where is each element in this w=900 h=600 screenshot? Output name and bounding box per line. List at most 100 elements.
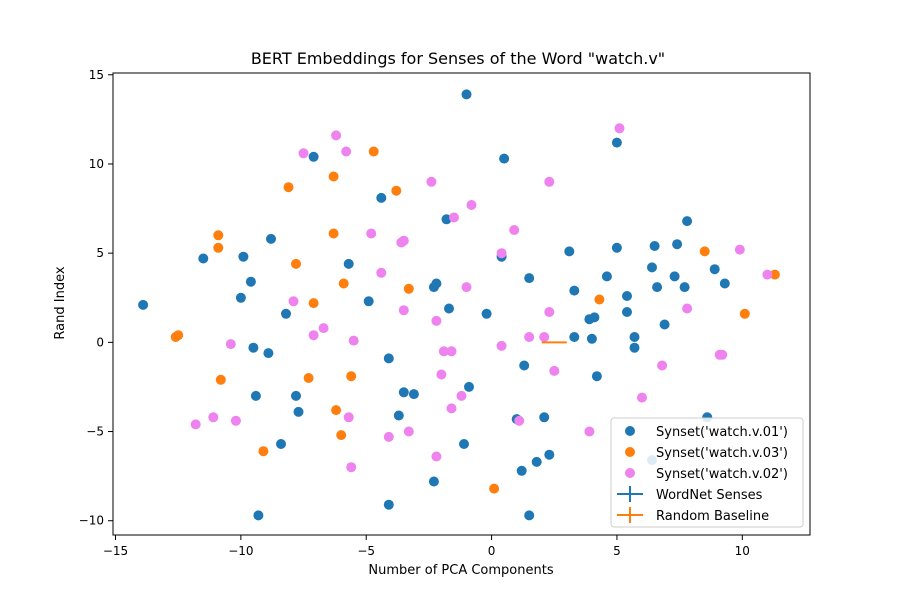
scatter-point [544,176,555,187]
scatter-point [308,330,319,341]
x-tick-label: 10 [735,544,750,558]
scatter-point [539,332,550,342]
scatter-point [461,282,472,293]
x-tick-label: 0 [488,544,496,558]
scatter-point [717,349,728,360]
scatter-point [341,146,352,157]
scatter-point [431,278,442,289]
y-tick-label: 0 [96,335,104,349]
scatter-point [584,426,595,437]
scatter-point [647,262,657,273]
scatter-point [408,389,419,400]
scatter-point [291,258,301,269]
scatter-point [346,371,357,382]
chart-title: BERT Embeddings for Senses of the Word "… [251,49,665,68]
legend-label: Synset('watch.v.02') [656,467,788,482]
legend-label: Random Baseline [656,509,769,524]
scatter-point [438,346,449,357]
scatter-point [331,405,342,416]
scatter-point [539,412,550,423]
scatter-point [363,296,374,307]
scatter-point [524,332,535,342]
scatter-point [431,451,442,462]
scatter-point [263,348,274,359]
scatter-point [403,283,414,294]
scatter-point [245,276,256,287]
scatter-point [235,292,246,303]
legend-marker [625,447,635,457]
scatter-point [230,415,241,426]
scatter-point [343,258,354,269]
scatter-point [449,212,459,223]
scatter-point [276,439,286,449]
y-tick-label: −10 [79,514,104,528]
scatter-point [346,462,357,473]
scatter-point [466,200,477,210]
plot-area [138,89,780,521]
scatter-point [238,251,249,262]
scatter-point [594,294,605,305]
scatter-point [659,319,670,330]
legend-marker [625,468,635,478]
scatter-point [208,412,219,423]
scatter-point [266,233,276,244]
scatter-point [398,235,409,246]
scatter-point [383,353,394,364]
scatter-point [308,298,319,309]
scatter-point [652,282,663,293]
scatter-point [544,307,555,317]
axes: −15 −10 −5 0 5 10 −10 −5 0 5 10 15 [79,68,750,558]
scatter-point [762,269,773,280]
series-group [170,146,780,494]
scatter-point [281,308,291,319]
scatter-point [589,312,600,323]
scatter-point [769,269,780,280]
scatter-point [464,381,474,392]
scatter-point [376,192,387,203]
legend-label: Synset('watch.v.03') [656,446,788,461]
scatter-point [138,299,149,310]
scatter-point [366,228,377,239]
scatter-point [444,303,454,314]
scatter-point [456,390,467,401]
scatter-point [586,333,597,344]
y-tick-label: 10 [89,157,104,171]
scatter-point [699,246,710,257]
scatter-point [431,315,442,326]
scatter-point [303,373,314,383]
scatter-point [569,285,580,296]
scatter-point [428,476,439,487]
scatter-point [253,510,264,521]
scatter-point [318,323,329,334]
scatter-point [368,146,379,157]
legend: Synset('watch.v.01') Synset('watch.v.03')… [610,417,804,528]
scatter-point [672,239,683,250]
scatter-point [629,332,640,342]
legend-marker [625,426,635,436]
scatter-point [649,241,660,251]
scatter-point [461,89,472,100]
scatter-point [436,369,447,380]
scatter-point [459,439,469,449]
scatter-point [614,123,625,134]
scatter-point [213,242,224,253]
x-tick-label: −5 [357,544,375,558]
scatter-point [338,278,349,289]
y-tick-label: 5 [96,246,104,260]
scatter-point [328,228,339,239]
scatter-point [331,130,342,141]
scatter-point [308,151,319,162]
scatter-point [489,483,500,494]
scatter-point [383,431,394,442]
x-tick-label: 5 [613,544,621,558]
scatter-point [446,346,457,357]
scatter-point [298,148,309,159]
scatter-point [258,446,269,457]
scatter-point [225,339,236,350]
scatter-point [514,415,525,426]
scatter-point [215,374,226,385]
y-tick-label: 15 [89,68,104,82]
scatter-point [682,303,693,314]
scatter-point [509,225,520,235]
scatter-point [383,499,394,510]
